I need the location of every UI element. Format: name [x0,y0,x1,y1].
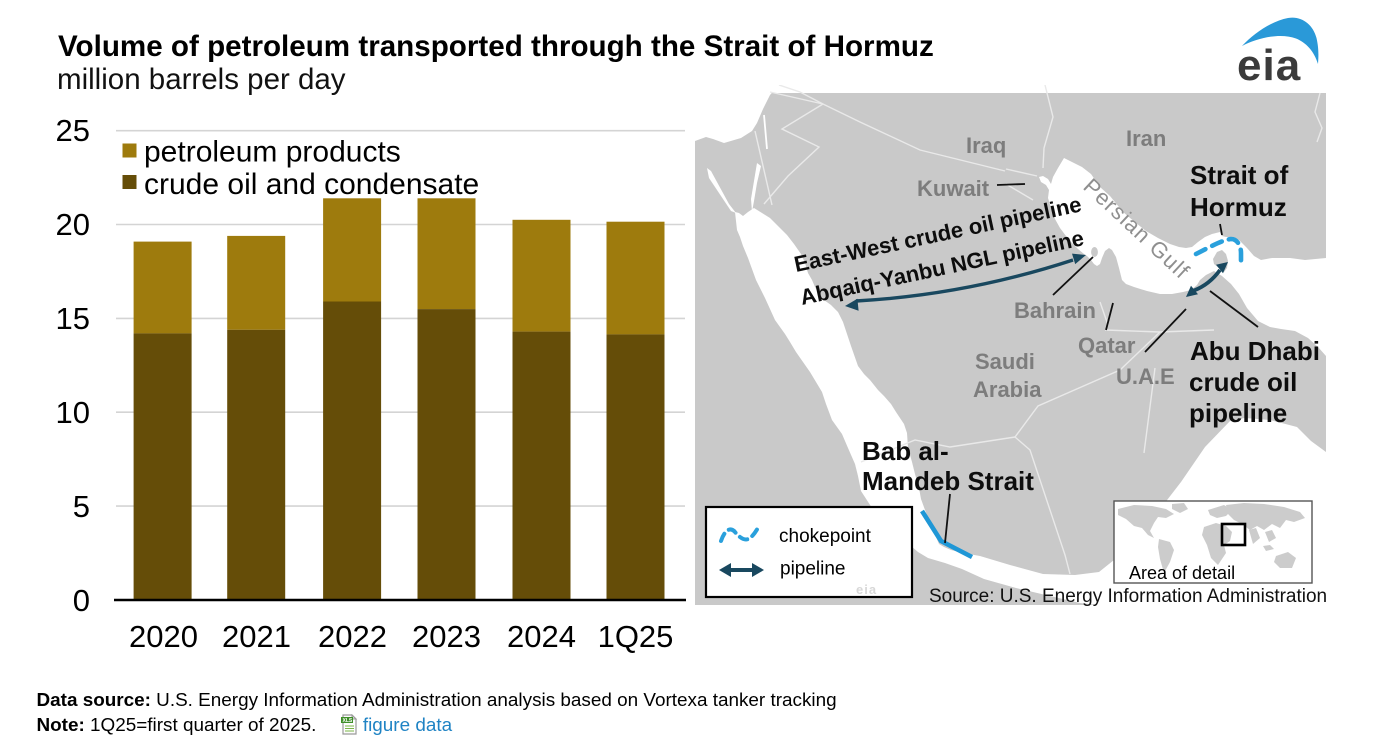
svg-text:0: 0 [73,583,90,618]
svg-text:Kuwait: Kuwait [917,176,990,201]
svg-text:Iran: Iran [1126,126,1166,151]
svg-text:20: 20 [56,207,90,242]
svg-text:Hormuz: Hormuz [1190,192,1287,222]
svg-text:15: 15 [56,301,90,336]
svg-text:crude oil and condensate: crude oil and condensate [144,168,479,201]
svg-text:25: 25 [56,113,90,148]
svg-text:2022: 2022 [318,619,387,654]
svg-text:eia: eia [856,582,877,597]
svg-text:Saudi: Saudi [975,349,1035,374]
svg-text:petroleum products: petroleum products [144,136,401,169]
svg-text:Mandeb Strait: Mandeb Strait [862,466,1034,496]
svg-text:eia: eia [1237,41,1301,88]
svg-text:U.A.E: U.A.E [1116,364,1175,389]
svg-text:pipeline: pipeline [1189,398,1287,428]
svg-text:Arabia: Arabia [973,377,1042,402]
svg-text:Area of detail: Area of detail [1129,563,1235,583]
svg-text:2020: 2020 [129,619,198,654]
svg-text:2023: 2023 [412,619,481,654]
svg-text:Qatar: Qatar [1078,333,1136,358]
svg-text:2024: 2024 [507,619,576,654]
svg-text:crude oil: crude oil [1189,367,1297,397]
svg-text:2021: 2021 [222,619,291,654]
svg-text:Abu Dhabi: Abu Dhabi [1190,336,1320,366]
svg-text:Bahrain: Bahrain [1014,298,1096,323]
svg-text:chokepoint: chokepoint [779,526,872,547]
svg-text:Source: U.S. Energy Informatio: Source: U.S. Energy Information Administ… [929,586,1326,607]
svg-text:5: 5 [73,489,90,524]
svg-text:1Q25: 1Q25 [598,619,674,654]
svg-text:XLS: XLS [342,718,352,724]
svg-text:Iraq: Iraq [966,133,1006,158]
svg-text:Bab al-: Bab al- [862,436,949,466]
svg-text:Strait of: Strait of [1190,160,1289,190]
svg-text:pipeline: pipeline [780,559,846,580]
svg-text:10: 10 [56,395,90,430]
